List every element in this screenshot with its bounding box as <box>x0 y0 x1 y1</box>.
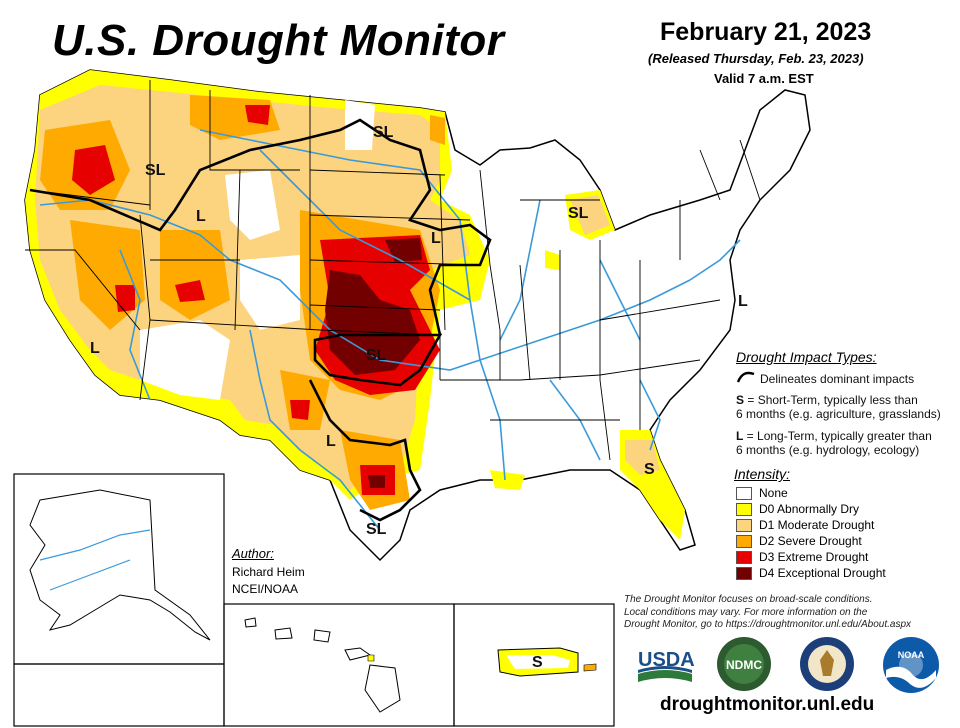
legend-label-d0: D0 Abnormally Dry <box>759 502 860 516</box>
long-term-key: L <box>736 429 744 443</box>
short-term-line-2: 6 months (e.g. agriculture, grasslands) <box>736 407 941 421</box>
impact-label-s-puerto-rico: S <box>532 654 543 671</box>
swatch-d0 <box>736 503 752 516</box>
d4-areas <box>325 238 422 488</box>
swatch-d1 <box>736 519 752 532</box>
impact-types-heading: Drought Impact Types: <box>736 349 877 365</box>
commerce-seal-logo <box>798 636 856 692</box>
puerto-rico-inset-frame <box>453 603 615 727</box>
legend-label-d2: D2 Severe Drought <box>759 534 862 548</box>
impact-label-l-virginia: L <box>738 293 748 310</box>
author-heading: Author: <box>232 546 274 561</box>
impact-label-sl-montana: SL <box>373 124 394 141</box>
short-term-key: S <box>736 393 745 407</box>
usda-logo: USDA <box>636 644 695 686</box>
delineates-label: Delineates dominant impacts <box>760 372 915 386</box>
author-org: NCEI/NOAA <box>232 582 299 596</box>
noaa-logo-text: NOAA <box>898 650 925 660</box>
impact-label-sl-south-texas: SL <box>366 521 387 538</box>
release-date: (Released Thursday, Feb. 23, 2023) <box>648 51 864 66</box>
usda-logo-text: USDA <box>638 649 694 671</box>
state-borders <box>25 80 761 461</box>
swatch-none <box>736 487 752 500</box>
short-term-line-1: S = Short-Term, typically less than <box>736 393 918 407</box>
long-term-line-1: L = Long-Term, typically greater than <box>736 429 932 443</box>
impact-label-l-texas: L <box>326 433 336 450</box>
impact-label-l-nebraska: L <box>431 230 441 247</box>
swatch-d2 <box>736 535 752 548</box>
legend-label-d4: D4 Exceptional Drought <box>759 566 886 580</box>
legend-label-d1: D1 Moderate Drought <box>759 518 875 532</box>
disclaimer-line-2: Local conditions may vary. For more info… <box>624 606 868 618</box>
long-term-text-1: = Long-Term, typically greater than <box>743 429 932 443</box>
impact-label-sl-northwest: SL <box>145 162 166 179</box>
aleutian-inset-frame <box>13 663 225 727</box>
delineation-line-icon <box>736 371 755 383</box>
impact-label-l-idaho: L <box>196 208 206 225</box>
impact-label-sl-michigan: SL <box>568 205 589 222</box>
map-date: February 21, 2023 <box>660 18 872 46</box>
legend-label-d3: D3 Extreme Drought <box>759 550 869 564</box>
alaska-land <box>29 489 211 641</box>
noaa-logo: NOAA <box>882 636 940 694</box>
legend-label-none: None <box>759 486 788 500</box>
intensity-heading: Intensity: <box>734 466 791 482</box>
disclaimer: The Drought Monitor focuses on broad-sca… <box>624 594 954 632</box>
hawaii-inset-frame <box>223 603 455 727</box>
disclaimer-line-1: The Drought Monitor focuses on broad-sca… <box>624 594 873 605</box>
swatch-d3 <box>736 551 752 564</box>
ndmc-logo-text: NDMC <box>726 658 762 672</box>
impact-label-sl-kansas: SL <box>366 347 387 364</box>
disclaimer-line-3: Drought Monitor, go to https://droughtmo… <box>624 619 912 630</box>
long-term-line-2: 6 months (e.g. hydrology, ecology) <box>736 443 920 457</box>
drought-monitor-url[interactable]: droughtmonitor.unl.edu <box>660 694 875 715</box>
swatch-d4 <box>736 567 752 580</box>
map-title: U.S. Drought Monitor <box>52 16 505 65</box>
rivers <box>39 129 741 531</box>
short-term-text-1: = Short-Term, typically less than <box>744 393 918 407</box>
author-name: Richard Heim <box>232 565 305 579</box>
ndmc-logo: NDMC <box>712 636 776 692</box>
impact-delineation-lines <box>29 118 492 522</box>
impact-label-l-california: L <box>90 340 100 357</box>
valid-time: Valid 7 a.m. EST <box>714 71 814 86</box>
impact-label-s-florida: S <box>644 461 655 478</box>
